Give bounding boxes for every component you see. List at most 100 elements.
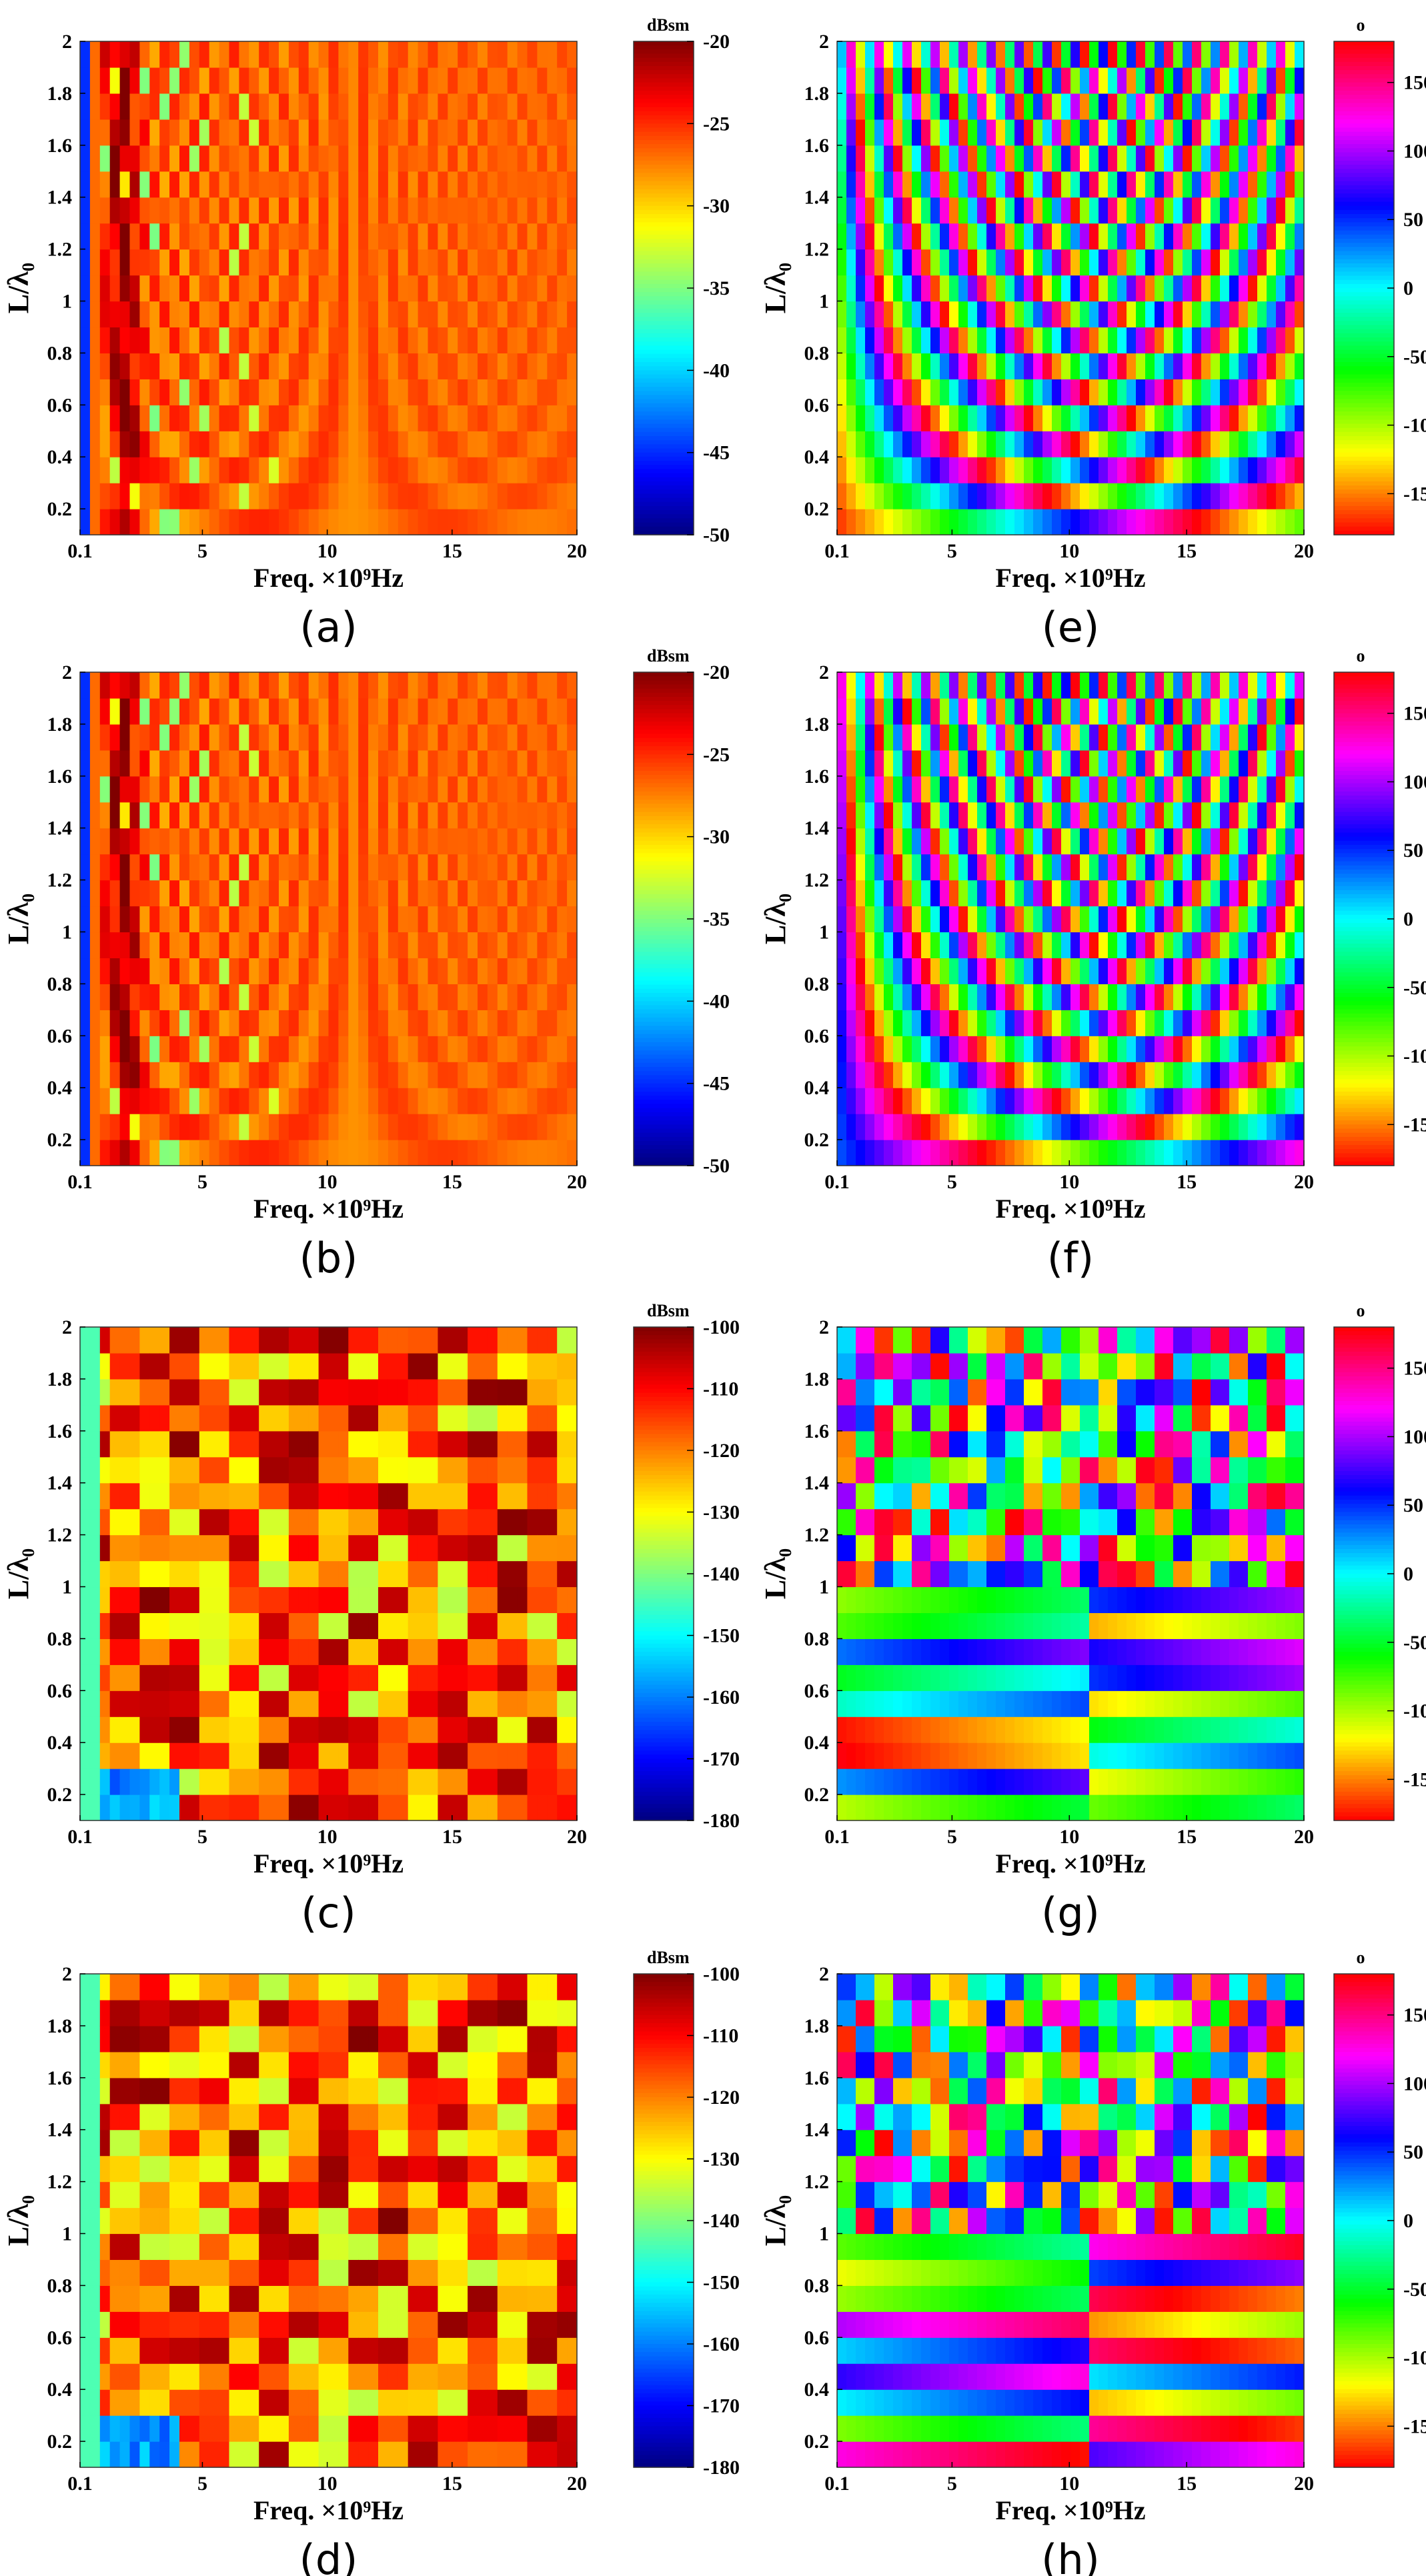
heatmap-cell <box>388 828 399 855</box>
heatmap-cell <box>1005 67 1015 94</box>
heatmap-cell <box>328 1638 339 1665</box>
heatmap-cell <box>884 171 894 198</box>
heatmap-cell <box>348 1062 359 1088</box>
heatmap-cell <box>119 1062 131 1088</box>
heatmap-cell <box>308 1430 319 1458</box>
heatmap-cell <box>1024 750 1034 777</box>
y-tick-label: 0.6 <box>804 394 830 416</box>
heatmap-cell <box>219 1036 230 1062</box>
heatmap-cell <box>139 906 150 933</box>
heatmap-cell <box>1201 249 1211 276</box>
heatmap-cell <box>547 353 558 379</box>
heatmap-cell <box>1164 906 1174 933</box>
heatmap-cell <box>1089 275 1099 302</box>
heatmap-cell <box>139 932 150 959</box>
heatmap-cell <box>1173 119 1183 146</box>
heatmap-cell <box>298 1794 309 1821</box>
heatmap-cell <box>1155 750 1165 777</box>
heatmap-cell <box>1024 958 1034 984</box>
heatmap-cell <box>89 1482 101 1510</box>
heatmap-cell <box>209 1327 220 1354</box>
heatmap-cell <box>209 483 220 509</box>
heatmap-cell <box>308 1794 319 1821</box>
heatmap-cell <box>846 119 856 146</box>
colorbar-strip <box>634 461 694 465</box>
heatmap-cell <box>1117 223 1127 250</box>
heatmap-cell <box>874 776 884 803</box>
heatmap-cell <box>448 275 458 302</box>
colorbar-strip <box>1334 824 1394 829</box>
heatmap-cell <box>856 1140 866 1166</box>
heatmap-cell <box>378 301 389 328</box>
heatmap-cell <box>80 1690 91 1717</box>
heatmap-cell <box>930 41 940 68</box>
heatmap-cell <box>1117 353 1127 379</box>
heatmap-cell <box>986 1114 996 1140</box>
heatmap-cell <box>368 932 379 959</box>
y-tick-label: 1.6 <box>47 135 73 157</box>
heatmap-cell <box>428 750 438 777</box>
heatmap-cell <box>169 1534 180 1562</box>
heatmap-cell <box>865 698 875 725</box>
heatmap-cell <box>1052 301 1062 328</box>
heatmap-cell <box>1285 457 1295 483</box>
heatmap-cell <box>139 854 150 881</box>
heatmap-cell <box>1127 41 1137 68</box>
heatmap-cell <box>249 67 259 94</box>
heatmap-cell <box>89 1404 101 1432</box>
heatmap-cell <box>874 802 884 829</box>
heatmap-cell <box>874 223 884 250</box>
heatmap-cell <box>893 431 903 457</box>
heatmap-cell <box>239 906 249 933</box>
heatmap-cell <box>89 1508 101 1536</box>
heatmap-cell <box>229 431 239 457</box>
heatmap-cell <box>940 379 950 405</box>
heatmap-cell <box>328 1534 339 1562</box>
heatmap-cell <box>468 249 478 276</box>
heatmap-cell <box>1239 67 1249 94</box>
heatmap-cell <box>99 509 111 535</box>
heatmap-cell <box>996 405 1006 431</box>
heatmap-cell <box>1183 1036 1193 1062</box>
heatmap-cell <box>893 776 903 803</box>
heatmap-cell <box>159 1508 170 1536</box>
heatmap-cell <box>930 67 940 94</box>
heatmap-cell <box>1285 171 1295 198</box>
heatmap-cell <box>209 880 220 907</box>
colorbar-strip <box>1334 902 1394 908</box>
heatmap-cell <box>1267 672 1277 699</box>
heatmap-cell <box>1239 1114 1249 1140</box>
heatmap-cell <box>80 431 91 457</box>
heatmap-cell <box>1145 249 1155 276</box>
heatmap-cell <box>298 249 309 276</box>
heatmap-cell <box>328 249 339 276</box>
heatmap-cell <box>438 1036 448 1062</box>
heatmap-cell <box>1145 958 1155 984</box>
y-tick-label: 0.6 <box>47 394 73 416</box>
heatmap-cell <box>89 1534 101 1562</box>
colorbar-strip <box>634 886 694 891</box>
heatmap-cell <box>537 275 548 302</box>
heatmap-cell <box>229 1404 239 1432</box>
heatmap-cell <box>912 828 922 855</box>
heatmap-cell <box>1136 249 1146 276</box>
heatmap-cell <box>308 1352 319 1380</box>
heatmap-cell <box>1061 119 1071 146</box>
heatmap-cell <box>328 1456 339 1484</box>
heatmap-cell <box>1211 802 1221 829</box>
heatmap-cell <box>507 405 518 431</box>
colorbar-strip <box>634 890 694 895</box>
heatmap-cell <box>308 1716 319 1743</box>
heatmap-cell <box>846 41 856 68</box>
heatmap-cell <box>837 223 847 250</box>
heatmap-cell <box>517 1114 528 1140</box>
heatmap-cell <box>837 483 847 509</box>
heatmap-cell <box>159 854 170 881</box>
heatmap-cell <box>968 119 978 146</box>
heatmap-cell <box>99 1482 111 1510</box>
heatmap-cell <box>478 828 488 855</box>
heatmap-cell <box>940 1036 950 1062</box>
heatmap-cell <box>179 1742 190 1769</box>
colorbar-strip <box>634 816 694 821</box>
colorbar-strip <box>1334 758 1394 764</box>
